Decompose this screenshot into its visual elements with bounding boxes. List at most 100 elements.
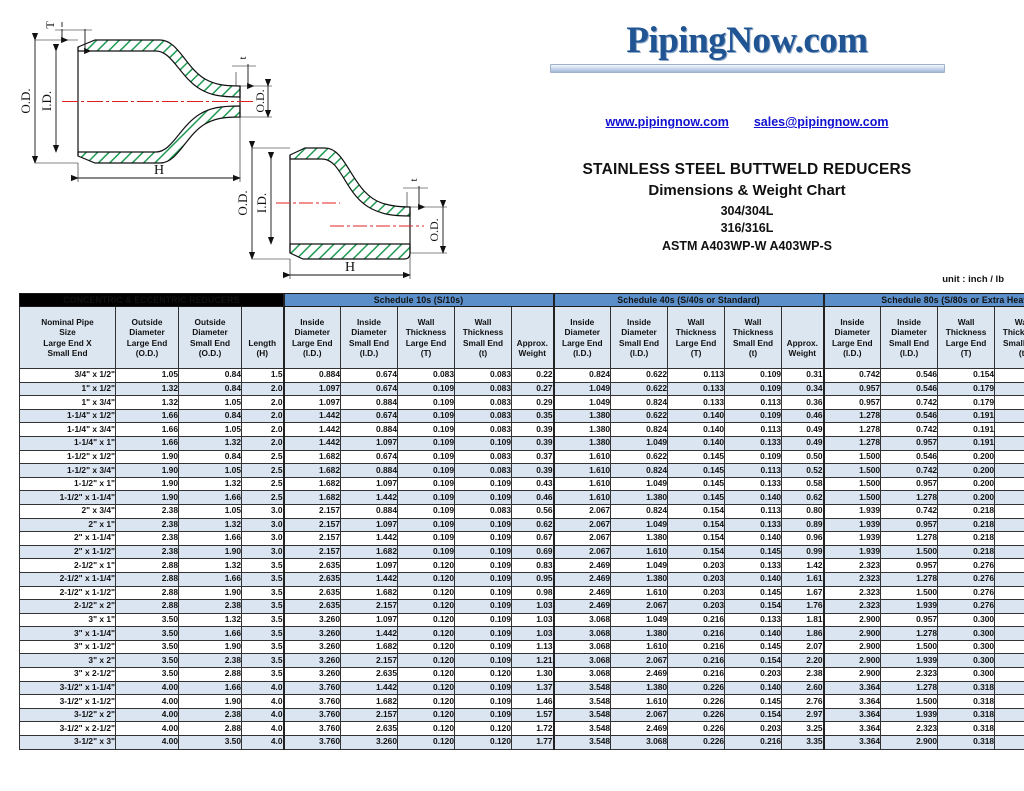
- cell-value-12: 0.133: [724, 612, 783, 628]
- header-area: O.D. I.D. T t: [0, 0, 1024, 292]
- table-row[interactable]: 3/4" x 1/2" 1.05 0.84 1.5 0.884 0.674 0.083 0.0…: [19, 368, 1024, 383]
- cell-value-13: 1.67: [781, 585, 825, 601]
- cell-value-8: 1.72: [510, 721, 555, 737]
- eccentric-t-label: t: [408, 178, 420, 181]
- cell-value-5: 2.157: [340, 599, 398, 614]
- cell-value-6: 0.109: [397, 503, 455, 519]
- cell-value-17: 0.200: [994, 639, 1024, 655]
- cell-value-10: 0.824: [610, 422, 669, 437]
- cell-value-5: 1.442: [340, 680, 398, 696]
- table-row[interactable]: 3" x 2-1/2" 3.50 2.88 3.5 3.260 2.635 0.120 0.1…: [19, 667, 1024, 682]
- cell-od-large: 2.88: [115, 599, 179, 614]
- table-row[interactable]: 3" x 1-1/4" 3.50 1.66 3.5 3.260 1.442 0.120 0.1…: [19, 626, 1024, 641]
- table-row[interactable]: 1-1/2" x 1" 1.90 1.32 2.5 1.682 1.097 0.109 0.1…: [19, 476, 1024, 492]
- table-row[interactable]: 3-1/2" x 1-1/4" 4.00 1.66 4.0 3.760 1.442 0.12…: [19, 680, 1024, 696]
- cell-value-6: 0.109: [397, 381, 455, 397]
- table-row[interactable]: 3" x 1" 3.50 1.32 3.5 3.260 1.097 0.120 0.109 1.…: [19, 612, 1024, 628]
- cell-value-7: 0.083: [454, 395, 512, 410]
- cell-value-5: 1.682: [340, 585, 398, 601]
- table-row[interactable]: 1-1/2" x 3/4" 1.90 1.05 2.5 1.682 0.884 0.109 0…: [19, 463, 1024, 478]
- cell-value-9: 1.610: [552, 476, 612, 492]
- concentric-id-left-label: I.D.: [39, 91, 54, 111]
- cell-value-5: 0.674: [340, 368, 398, 383]
- cell-value-17: 0.179: [994, 612, 1024, 628]
- table-row[interactable]: 1-1/2" x 1-1/4" 1.90 1.66 2.5 1.682 1.442 0.10…: [19, 490, 1024, 505]
- cell-value-15: 0.546: [880, 368, 939, 383]
- cell-value-17: 0.218: [994, 599, 1024, 614]
- cell-nominal-size: 1" x 3/4": [19, 395, 116, 410]
- cell-value-13: 0.49: [781, 422, 825, 437]
- site-logo[interactable]: PipingNow.com: [470, 22, 1024, 73]
- logo-text: PipingNow.com: [626, 20, 868, 61]
- cell-value-5: 1.097: [340, 558, 398, 573]
- cell-value-8: 1.37: [510, 680, 555, 696]
- cell-value-11: 0.203: [667, 585, 726, 601]
- cell-value-10: 1.380: [610, 571, 669, 587]
- eccentric-reducer-drawing: O.D. I.D. t O.D.: [235, 140, 447, 279]
- table-row[interactable]: 2-1/2" x 1-1/2" 2.88 1.90 3.5 2.635 1.682 0.12…: [19, 585, 1024, 601]
- email-link[interactable]: sales@pipingnow.com: [753, 115, 889, 129]
- cell-value-12: 0.133: [724, 517, 783, 533]
- cell-value-10: 1.610: [610, 639, 669, 655]
- cell-value-17: 0.147: [994, 368, 1024, 383]
- cell-od-small: 1.90: [178, 544, 242, 560]
- cell-value-7: 0.083: [454, 368, 512, 383]
- column-header-16: Wall Thickness Large End (T): [937, 306, 996, 369]
- cell-length: 2.0: [241, 395, 284, 410]
- cell-nominal-size: 2" x 3/4": [19, 503, 116, 519]
- table-row[interactable]: 1-1/4" x 1" 1.66 1.32 2.0 1.442 1.097 0.109 0.1…: [19, 435, 1024, 451]
- table-row[interactable]: 3-1/2" x 2" 4.00 2.38 4.0 3.760 2.157 0.120 0.1…: [19, 707, 1024, 723]
- table-row[interactable]: 3-1/2" x 2-1/2" 4.00 2.88 4.0 3.760 2.635 0.12…: [19, 721, 1024, 737]
- cell-value-14: 1.939: [822, 544, 882, 560]
- cell-od-large: 1.32: [115, 381, 179, 397]
- cell-value-13: 0.49: [781, 435, 825, 451]
- table-row[interactable]: 3" x 1-1/2" 3.50 1.90 3.5 3.260 1.682 0.120 0.1…: [19, 639, 1024, 655]
- cell-value-13: 3.25: [781, 721, 825, 737]
- table-row[interactable]: 1-1/4" x 1/2" 1.66 0.84 2.0 1.442 0.674 0.109 0…: [19, 408, 1024, 424]
- website-link[interactable]: www.pipingnow.com: [605, 115, 729, 129]
- table-row[interactable]: 3-1/2" x 1-1/2" 4.00 1.90 4.0 3.760 1.682 0.12…: [19, 694, 1024, 709]
- cell-value-6: 0.109: [397, 531, 455, 546]
- group-header-0: CONCENTRIC & ECCENTRIC REDUCERS: [19, 293, 284, 307]
- cell-value-8: 0.43: [510, 476, 555, 492]
- cell-value-5: 0.884: [340, 395, 398, 410]
- cell-value-14: 0.742: [822, 368, 882, 383]
- table-row[interactable]: 2" x 1-1/4" 2.38 1.66 3.0 2.157 1.442 0.109 0.1…: [19, 531, 1024, 546]
- table-row[interactable]: 2" x 1" 2.38 1.32 3.0 2.157 1.097 0.109 0.109 0.…: [19, 517, 1024, 533]
- table-row[interactable]: 2-1/2" x 1-1/4" 2.88 1.66 3.5 2.635 1.442 0.12…: [19, 571, 1024, 587]
- table-row[interactable]: 2-1/2" x 1" 2.88 1.32 3.5 2.635 1.097 0.120 0.1…: [19, 558, 1024, 573]
- cell-value-10: 2.067: [610, 653, 669, 669]
- cell-value-17: 0.147: [994, 381, 1024, 397]
- cell-value-13: 3.35: [781, 735, 825, 750]
- cell-value-6: 0.109: [397, 422, 455, 437]
- cell-value-10: 2.469: [610, 721, 669, 737]
- table-row[interactable]: 3" x 2" 3.50 2.38 3.5 3.260 2.157 0.120 0.109 1.…: [19, 653, 1024, 669]
- cell-value-9: 2.067: [552, 503, 612, 519]
- cell-value-7: 0.083: [454, 503, 512, 519]
- cell-value-14: 2.323: [822, 558, 882, 573]
- cell-value-5: 3.260: [340, 735, 398, 750]
- cell-od-large: 2.38: [115, 503, 179, 519]
- cell-value-4: 2.635: [282, 599, 341, 614]
- table-row[interactable]: 1" x 1/2" 1.32 0.84 2.0 1.097 0.674 0.109 0.083…: [19, 381, 1024, 397]
- table-row[interactable]: 1" x 3/4" 1.32 1.05 2.0 1.097 0.884 0.109 0.083…: [19, 395, 1024, 410]
- table-row[interactable]: 2" x 1-1/2" 2.38 1.90 3.0 2.157 1.682 0.109 0.1…: [19, 544, 1024, 560]
- table-row[interactable]: 3-1/2" x 3" 4.00 3.50 4.0 3.760 3.260 0.120 0.1…: [19, 735, 1024, 750]
- cell-value-14: 1.278: [822, 435, 882, 451]
- cell-value-7: 0.083: [454, 463, 512, 478]
- cell-length: 2.5: [241, 463, 284, 478]
- cell-value-8: 1.03: [510, 612, 555, 628]
- cell-value-15: 0.742: [880, 503, 939, 519]
- cell-value-12: 0.145: [724, 694, 783, 709]
- table-row[interactable]: 2" x 3/4" 2.38 1.05 3.0 2.157 0.884 0.109 0.083…: [19, 503, 1024, 519]
- table-row[interactable]: 1-1/2" x 1/2" 1.90 0.84 2.5 1.682 0.674 0.109 0…: [19, 449, 1024, 465]
- table-row[interactable]: 1-1/4" x 3/4" 1.66 1.05 2.0 1.442 0.884 0.109 0…: [19, 422, 1024, 437]
- cell-value-12: 0.113: [724, 422, 783, 437]
- cell-value-4: 1.682: [282, 449, 341, 465]
- table-row[interactable]: 2-1/2" x 2" 2.88 2.38 3.5 2.635 2.157 0.120 0.1…: [19, 599, 1024, 614]
- cell-value-16: 0.300: [937, 626, 996, 641]
- cell-od-small: 1.32: [178, 517, 242, 533]
- cell-od-large: 1.32: [115, 395, 179, 410]
- table-body: 3/4" x 1/2" 1.05 0.84 1.5 0.884 0.674 0.083 0.0…: [19, 368, 1024, 750]
- cell-value-12: 0.154: [724, 653, 783, 669]
